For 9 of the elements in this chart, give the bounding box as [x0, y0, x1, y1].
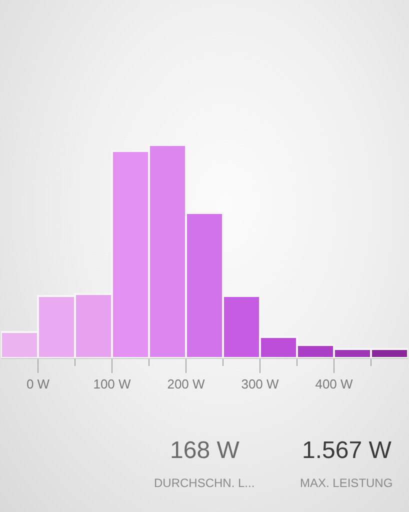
text: 1.567 W: [302, 437, 392, 464]
x-tick-label: 0 W: [26, 376, 50, 392]
text: MAX. LEISTUNG: [300, 476, 393, 490]
x-tick-label: 200 W: [167, 376, 206, 392]
x-tick-label: 400 W: [315, 376, 354, 392]
x-tick-label: 100 W: [93, 376, 132, 392]
text: DURCHSCHN. L...: [154, 476, 255, 490]
x-tick-label: 300 W: [241, 376, 280, 392]
text: 168 W: [170, 437, 240, 464]
